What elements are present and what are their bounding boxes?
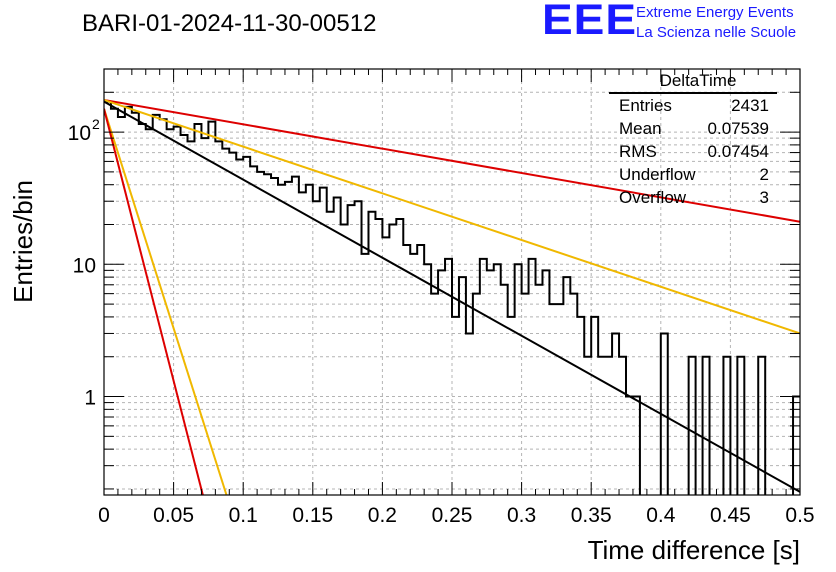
x-tick-label: 0.3	[507, 504, 536, 527]
x-tick-label: 0.45	[710, 504, 751, 527]
stats-value: 3	[759, 188, 769, 207]
y-tick-label-exponent: 2	[92, 116, 100, 132]
y-tick-label: 1	[84, 387, 96, 410]
x-tick-label: 0.5	[785, 504, 814, 527]
logo-mark: EEE	[542, 0, 638, 44]
stats-value: 0.07539	[707, 119, 769, 138]
x-tick-label: 0.4	[646, 504, 676, 527]
y-axis-label: Entries/bin	[8, 180, 38, 303]
logo-line-2: La Scienza nelle Scuole	[636, 24, 797, 41]
stats-value: 0.07454	[707, 142, 769, 161]
stats-row-rms: RMS 0.07454	[609, 140, 777, 163]
stats-box: DeltaTime Entries 2431 Mean 0.07539 RMS …	[609, 70, 777, 209]
stats-key: RMS	[619, 142, 657, 161]
stats-key: Overflow	[619, 188, 687, 207]
stats-key: Entries	[619, 96, 672, 115]
stats-row-mean: Mean 0.07539	[609, 117, 777, 140]
stats-value: 2	[759, 165, 769, 184]
fit-curve-2	[104, 99, 800, 335]
stats-row-entries: Entries 2431	[609, 94, 777, 117]
fit-curves-layer	[104, 98, 800, 495]
x-tick-label: 0.35	[571, 504, 612, 527]
histogram-layer	[104, 100, 800, 495]
x-tick-label: 0.15	[292, 504, 333, 527]
stats-key: Underflow	[619, 165, 696, 184]
stats-key: Mean	[619, 119, 662, 138]
x-tick-label: 0.1	[229, 504, 258, 527]
stats-value: 2431	[731, 96, 769, 115]
stats-title: DeltaTime	[609, 70, 777, 94]
y-tick-label: 10	[68, 122, 91, 145]
tick-layer	[103, 68, 801, 495]
x-tick-label: 0.05	[153, 504, 194, 527]
logo-line-1: Extreme Energy Events	[636, 4, 794, 21]
fit-curve-4	[104, 108, 228, 495]
x-tick-label: 0.25	[432, 504, 473, 527]
x-tick-label: 0	[98, 504, 110, 527]
fit-curve-3	[104, 100, 800, 493]
histogram-steps	[104, 100, 800, 495]
y-tick-label: 10	[73, 254, 96, 277]
stats-row-overflow: Overflow 3	[609, 186, 777, 209]
x-tick-label: 0.2	[368, 504, 397, 527]
tick-label-layer: 0 0.05 0.1 0.15 0.2 0.25 0.3 0.35 0.4 0.45 0.5 1 10 1…	[68, 116, 815, 527]
fit-curve-5	[104, 108, 204, 495]
fit-curve-1	[104, 98, 800, 223]
stats-row-underflow: Underflow 2	[609, 163, 777, 186]
x-axis-label: Time difference [s]	[588, 535, 800, 565]
chart-title: BARI-01-2024-11-30-00512	[82, 10, 377, 37]
